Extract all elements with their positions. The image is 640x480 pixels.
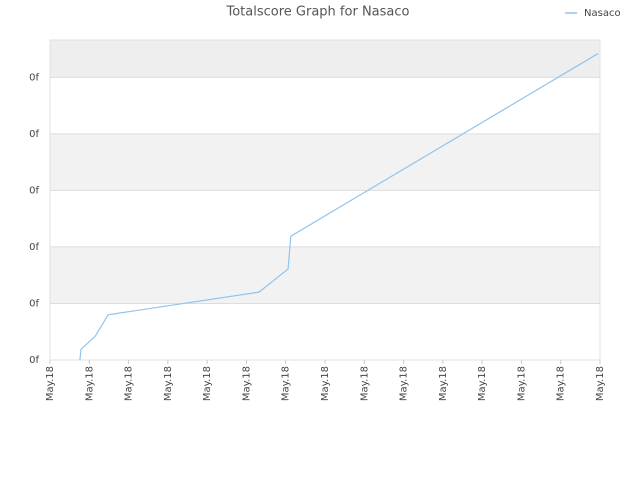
y-tick-label: 0f [29,355,39,366]
y-tick-label: 0f [29,129,39,140]
x-tick-label: May.18 [477,366,488,401]
y-tick-label: 0f [29,242,39,253]
x-tick-label: May.18 [84,366,95,401]
x-tick-label: May.18 [399,366,410,401]
x-tick-label: May.18 [281,366,292,401]
y-tick-label: 0f [29,185,39,196]
x-tick-label: May.18 [359,366,370,401]
chart-title: Totalscore Graph for Nasaco [226,5,410,20]
x-tick-label: May.18 [516,366,527,401]
grid-band [50,77,600,134]
series-line [79,53,599,361]
grid-band [50,303,600,360]
x-tick-label: May.18 [438,366,449,401]
x-tick-label: May.18 [595,366,606,401]
x-tick-label: May.18 [241,366,252,401]
grid-band [50,246,600,304]
y-tick-label: 0f [29,72,39,83]
x-tick-label: May.18 [556,366,567,401]
x-tick-label: May.18 [320,366,331,401]
x-tick-label: May.18 [163,366,174,401]
grid-band [50,190,600,247]
x-tick-label: May.18 [202,366,213,401]
x-tick-label: May.18 [45,366,56,401]
grid-band [50,40,600,78]
grid-band [50,133,600,191]
x-tick-label: May.18 [124,366,135,401]
y-tick-label: 0f [29,298,39,309]
legend-label: Nasaco [584,8,621,19]
